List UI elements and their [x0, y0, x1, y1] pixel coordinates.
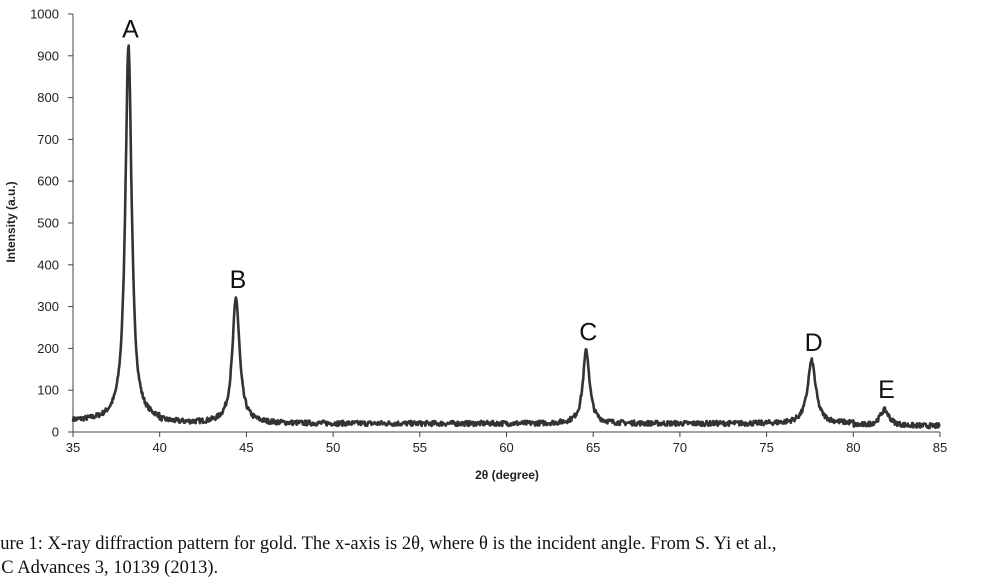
y-tick-label: 600	[37, 174, 59, 189]
caption-line-2: SC Advances 3, 10139 (2013).	[0, 558, 219, 578]
x-tick-label: 70	[673, 440, 687, 455]
y-tick-label: 900	[37, 48, 59, 63]
peak-label-c: C	[579, 318, 597, 346]
x-tick-label: 40	[152, 440, 166, 455]
figure-caption: gure 1: X-ray diffraction pattern for go…	[0, 532, 988, 580]
x-tick-label: 60	[499, 440, 513, 455]
y-tick-label: 0	[52, 425, 59, 440]
x-tick-label: 55	[413, 440, 427, 455]
y-tick-label: 100	[37, 383, 59, 398]
y-axis-title: Intensity (a.u.)	[4, 181, 18, 262]
x-tick-label: 75	[759, 440, 773, 455]
x-tick-label: 45	[239, 440, 253, 455]
peak-labels: A B C D E	[122, 15, 895, 403]
y-tick-label: 1000	[30, 7, 59, 22]
x-tick-label: 85	[933, 440, 947, 455]
peak-label-a: A	[122, 15, 139, 43]
axes	[68, 13, 941, 437]
tick-labels: 35 40 45 50 55 60 65 70 75 80 85 0 100 200 300 400 500 60…	[30, 7, 947, 456]
y-tick-label: 500	[37, 216, 59, 231]
diffraction-trace	[71, 44, 941, 430]
y-tick-label: 200	[37, 341, 59, 356]
x-tick-label: 50	[326, 440, 340, 455]
x-tick-label: 35	[66, 440, 80, 455]
x-axis-title: 2θ (degree)	[475, 468, 539, 482]
x-tick-label: 65	[586, 440, 600, 455]
caption-line-1: gure 1: X-ray diffraction pattern for go…	[0, 534, 777, 554]
y-tick-label: 400	[37, 257, 59, 272]
y-tick-label: 800	[37, 90, 59, 105]
xrd-chart: 35 40 45 50 55 60 65 70 75 80 85 0 100 200 300 400 500 60…	[4, 7, 947, 483]
y-tick-label: 300	[37, 299, 59, 314]
peak-label-b: B	[230, 266, 247, 294]
x-tick-label: 80	[846, 440, 860, 455]
peak-label-e: E	[878, 376, 895, 404]
peak-label-d: D	[805, 329, 823, 357]
y-tick-label: 700	[37, 132, 59, 147]
